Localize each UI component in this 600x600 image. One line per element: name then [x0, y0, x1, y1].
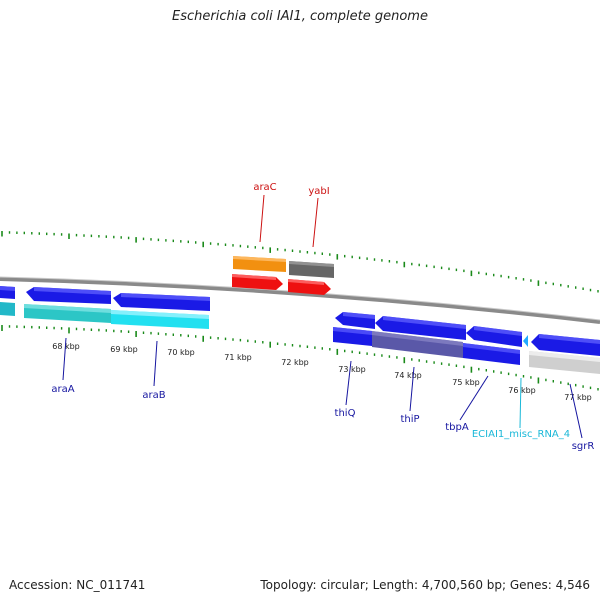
- gene-label-tbpA[interactable]: tbpA: [445, 422, 469, 433]
- gene-feature-araC[interactable]: [233, 256, 286, 272]
- gene-label-yabI[interactable]: yabI: [308, 186, 329, 197]
- inner-tick-ring: [1, 325, 599, 391]
- kbp-tick-label: 73 kbp: [338, 365, 366, 374]
- gene-feature-thiP[interactable]: [375, 316, 466, 340]
- gene-feature-araB[interactable]: [113, 293, 210, 311]
- gene-feature-sgrR[interactable]: [531, 334, 600, 356]
- gene-feature-araA-rna[interactable]: [24, 304, 111, 323]
- map-title: Escherichia coli IAI1, complete genome: [172, 9, 428, 24]
- gene-feature[interactable]: [529, 351, 600, 374]
- gene-label-araB[interactable]: araB: [142, 390, 165, 401]
- kbp-tick-label: 74 kbp: [394, 371, 422, 380]
- kbp-tick-label: 69 kbp: [110, 345, 138, 354]
- kbp-tick-label: 68 kbp: [52, 342, 80, 351]
- gene-label-thiP[interactable]: thiP: [400, 414, 419, 425]
- gene-feature-misc-rna[interactable]: [523, 335, 528, 347]
- gene-feature[interactable]: [463, 343, 520, 365]
- gene-feature-araC-cds[interactable]: [232, 274, 283, 290]
- kbp-tick-label: 70 kbp: [167, 348, 195, 357]
- gene-label-araA[interactable]: araA: [51, 384, 74, 395]
- gene-feature-tbpA[interactable]: [466, 326, 522, 347]
- gene-feature-araA[interactable]: [26, 287, 111, 304]
- gene-label-sgrR[interactable]: sgrR: [572, 441, 595, 452]
- gene-feature-thiQ[interactable]: [335, 312, 375, 329]
- gene-feature[interactable]: [333, 327, 372, 346]
- kbp-tick-label: 71 kbp: [224, 353, 252, 362]
- gene-features: [0, 256, 600, 374]
- gene-feature-araB-rna[interactable]: [111, 310, 209, 329]
- kbp-tick-label: 75 kbp: [452, 378, 480, 387]
- gene-leader-lines: [62, 194, 583, 439]
- topology-text: Topology: circular; Length: 4,700,560 bp…: [260, 578, 590, 592]
- kbp-tick-label: 72 kbp: [281, 358, 309, 367]
- gene-feature[interactable]: [372, 331, 463, 358]
- gene-feature[interactable]: [0, 302, 15, 316]
- gene-label-misc-rna[interactable]: ECIAI1_misc_RNA_4: [472, 429, 570, 440]
- kbp-labels: 68 kbp 69 kbp 70 kbp 71 kbp 72 kbp 73 kbp 74 k…: [52, 342, 592, 402]
- gene-label-araC[interactable]: araC: [253, 182, 276, 193]
- gene-feature[interactable]: [0, 286, 15, 299]
- gene-feature-yabI-cds[interactable]: [288, 279, 331, 295]
- outer-tick-ring: [1, 231, 599, 293]
- gene-label-thiQ[interactable]: thiQ: [335, 408, 356, 419]
- kbp-tick-label: 76 kbp: [508, 386, 536, 395]
- kbp-tick-label: 77 kbp: [564, 393, 592, 402]
- accession-text: Accession: NC_011741: [9, 578, 146, 592]
- gene-feature-yabI[interactable]: [289, 261, 334, 278]
- gene-labels: araC yabI araA araB thiQ thiP tbpA ECIAI…: [51, 182, 594, 452]
